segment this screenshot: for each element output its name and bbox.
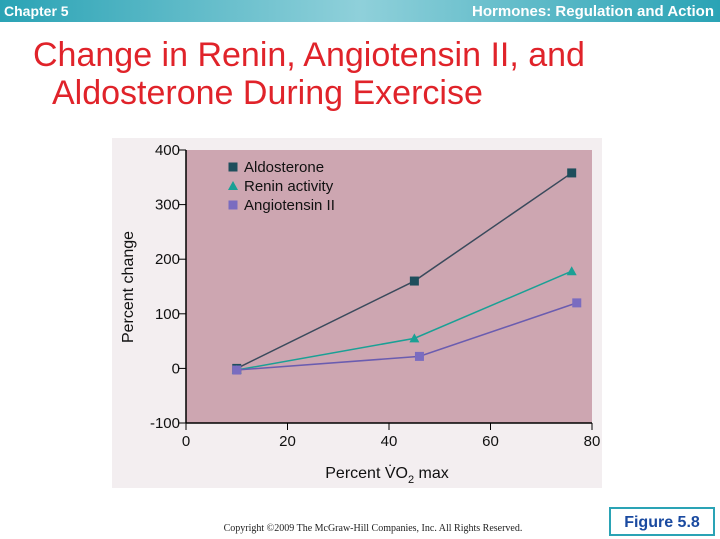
legend-marker [228,200,238,210]
y-tick-label: 200 [155,251,180,268]
legend-marker [228,181,238,190]
y-tick-label: 300 [155,197,180,214]
topic: Hormones: Regulation and Action [472,3,714,20]
marker [566,266,577,276]
x-tick-label: 80 [584,433,601,450]
marker [232,365,242,375]
x-axis-label-sub: 2 [408,474,414,486]
y-tick-label: 100 [155,306,180,323]
x-axis-label-text: Percent V̇O [325,464,408,482]
y-tick-label: 400 [155,142,180,159]
marker [567,168,577,178]
x-tick-label: 20 [279,433,296,450]
marker [409,333,420,343]
legend-label: Aldosterone [244,159,324,176]
y-tick-label: 0 [172,360,180,377]
y-tick-label: -100 [150,415,180,432]
legend-marker [228,162,238,172]
x-tick-label: 60 [482,433,499,450]
x-tick-label: 0 [182,433,190,450]
figure-label: Figure 5.8 [624,514,700,531]
x-axis-label: Percent V̇O2 max [325,464,449,486]
x-axis-label-suffix: max [414,465,449,482]
y-axis-label: Percent change [120,231,137,343]
title: Aldosterone During Exercise [52,74,483,112]
figure-box [609,507,715,536]
legend-label: Angiotensin II [244,197,335,214]
chapter: Chapter 5 [4,3,69,19]
header-bar [0,0,720,22]
x-tick-label: 40 [381,433,398,450]
legend-label: Renin activity [244,178,334,195]
marker [414,351,424,361]
marker [572,298,582,308]
marker [409,276,419,286]
copyright: Copyright ©2009 The McGraw-Hill Companie… [224,523,523,534]
title: Change in Renin, Angiotensin II, and [33,36,585,74]
plot-area [186,150,592,423]
